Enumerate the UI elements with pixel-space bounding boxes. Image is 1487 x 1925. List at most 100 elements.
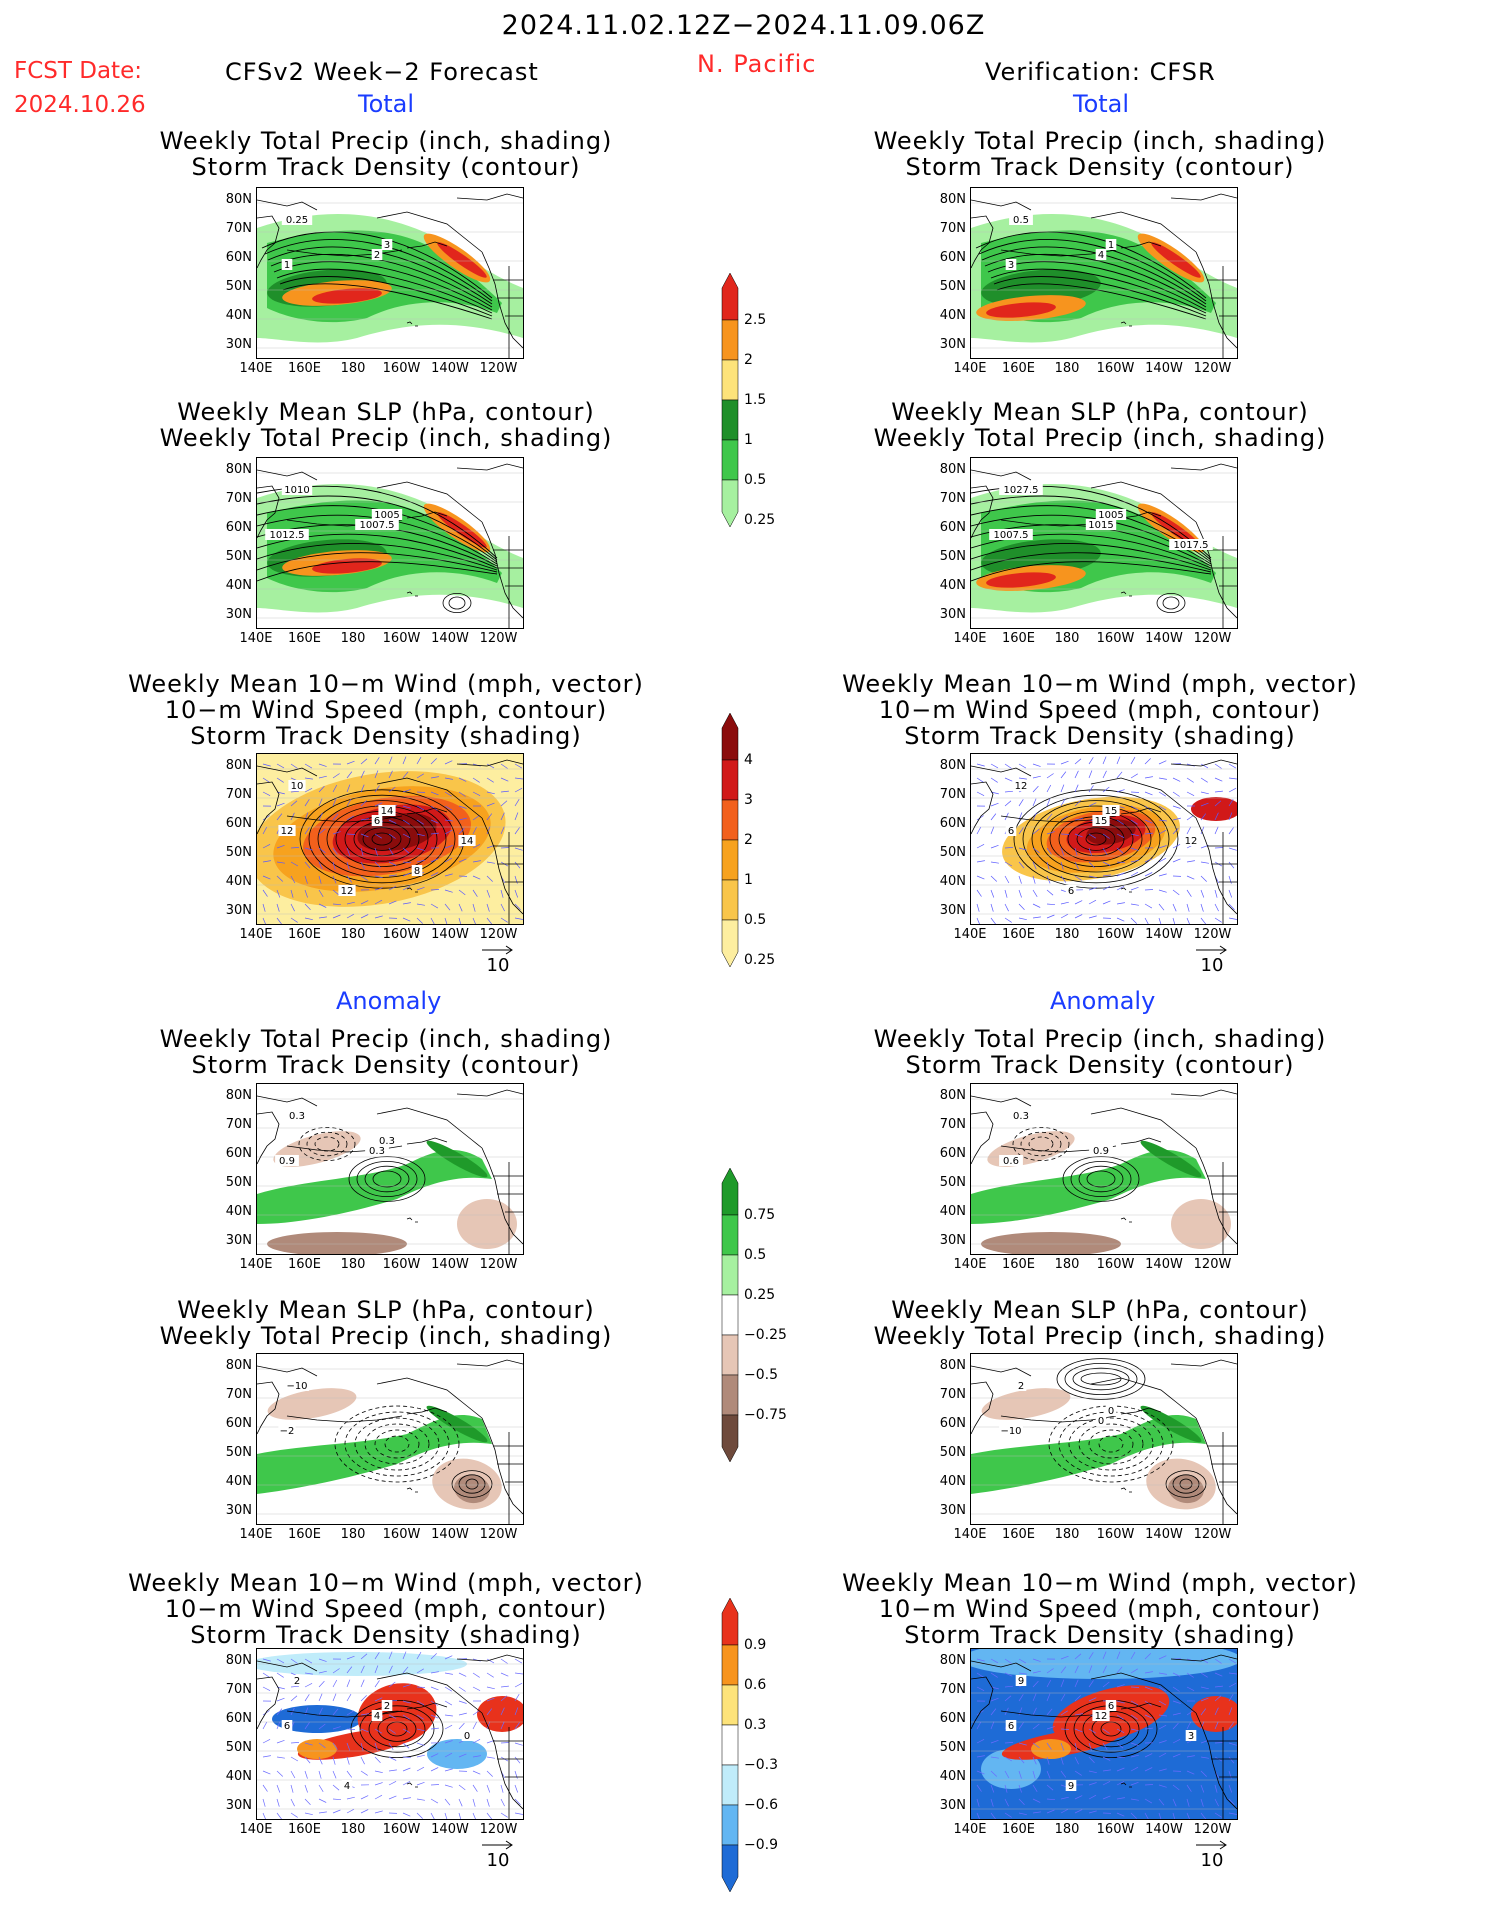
precip-anom-wet — [1140, 1405, 1202, 1443]
title-line: Storm Track Density (contour) — [191, 1051, 581, 1079]
contour-line — [362, 827, 402, 851]
colorbar-segment — [721, 799, 739, 841]
title-line: Weekly Total Precip (inch, shading) — [873, 1322, 1327, 1350]
map-panel-l5: −10 −2 — [256, 1353, 524, 1525]
lat-tick-label: 50N — [225, 845, 252, 860]
colorbar-segment — [721, 272, 739, 321]
lat-tick-label: 50N — [939, 1175, 966, 1190]
colorbar-precip-anomaly — [720, 1160, 740, 1470]
lat-tick-label: 70N — [225, 1682, 252, 1697]
lat-tick-label: 30N — [939, 337, 966, 352]
lat-tick-label: 30N — [939, 1233, 966, 1248]
reference-vector-label: 10 — [486, 955, 510, 976]
contour-label: 0.3 — [289, 1111, 305, 1122]
lat-tick-label: 60N — [225, 520, 252, 535]
contour-label-bg — [281, 214, 313, 225]
lat-tick-label: 30N — [939, 1503, 966, 1518]
contour-label: 10 — [291, 781, 304, 792]
contour-label: 0.3 — [379, 1136, 395, 1147]
title-line: Weekly Mean 10−m Wind (mph, vector) — [842, 670, 1358, 698]
colorbar-segment — [721, 1167, 739, 1216]
contour-label-bg — [458, 835, 476, 846]
contour-line — [1013, 789, 1179, 889]
title-line: Weekly Mean 10−m Wind (mph, vector) — [128, 1569, 644, 1597]
contour-line — [1040, 805, 1152, 873]
lat-tick-label: 60N — [225, 1711, 252, 1726]
lon-tick-label: 160W — [1096, 361, 1135, 376]
contour-line — [354, 1417, 440, 1471]
panel-title-r4: Weekly Total Precip (inch, shading) Stor… — [800, 1026, 1400, 1078]
lon-tick-label: 180 — [1054, 361, 1080, 376]
track-anom-positive — [1191, 1696, 1237, 1732]
precip-anom-wet — [426, 1140, 488, 1178]
contour-line — [984, 253, 1207, 308]
contour-line — [267, 246, 493, 305]
contour-label: 0.6 — [1003, 1156, 1019, 1167]
title-line: Weekly Total Precip (inch, shading) — [159, 127, 613, 155]
lon-tick-label: 120W — [1193, 631, 1232, 646]
contour-label-bg — [989, 529, 1033, 540]
precip-anom-dry — [457, 1199, 517, 1249]
lat-tick-label: 30N — [939, 607, 966, 622]
lat-tick-label: 80N — [225, 1653, 252, 1668]
grid — [257, 768, 523, 915]
map-panel-r4: 0.3 0.6 0.9 — [970, 1083, 1238, 1255]
lon-tick-label: 140W — [431, 1527, 469, 1542]
contour-label-bg — [999, 484, 1043, 495]
contour-label: 0 — [1108, 1406, 1114, 1417]
lat-tick-label: 60N — [939, 816, 966, 831]
precip-anom-dry — [981, 1232, 1121, 1254]
colorbar-precip-total — [720, 265, 740, 535]
title-line: Weekly Mean SLP (hPa, contour) — [891, 1296, 1309, 1324]
lon-tick-label: 160E — [1001, 361, 1036, 376]
contour-line — [276, 268, 493, 314]
track-anom-positive — [1052, 1685, 1170, 1743]
contour-label: 12 — [281, 826, 294, 837]
lon-tick-label: 140E — [239, 927, 273, 942]
lon-tick-label: 160E — [1001, 927, 1036, 942]
lat-tick-label: 50N — [225, 1445, 252, 1460]
contour-label-bg — [1085, 519, 1117, 530]
lon-tick-label: 120W — [1193, 1527, 1232, 1542]
precip-shading-red — [312, 288, 382, 304]
lon-tick-label: 140E — [239, 1257, 273, 1272]
lat-tick-label: 60N — [225, 1416, 252, 1431]
lon-tick-label: 160W — [1096, 631, 1135, 646]
grid — [257, 1663, 523, 1810]
lon-tick-label: 180 — [1054, 631, 1080, 646]
contour-line — [372, 1170, 402, 1188]
lat-tick-label: 30N — [939, 903, 966, 918]
lon-tick-label: 140W — [431, 1257, 469, 1272]
contour-line — [978, 239, 1207, 302]
contour-line — [364, 1165, 410, 1193]
lon-tick-label: 180 — [340, 631, 366, 646]
lat-tick-label: 30N — [225, 607, 252, 622]
contour-label: 0.25 — [286, 215, 308, 226]
title-line: 10−m Wind Speed (mph, contour) — [878, 1595, 1322, 1623]
section-anomaly-right: Anomaly — [1050, 987, 1156, 1015]
title-line: Storm Track Density (shading) — [904, 722, 1296, 750]
contour-label-bg — [281, 484, 313, 495]
region-title: N. Pacific — [697, 50, 817, 78]
lat-tick-label: 70N — [225, 491, 252, 506]
lon-tick-label: 160E — [287, 631, 322, 646]
lat-tick-label: 80N — [225, 758, 252, 773]
contour-line — [273, 261, 493, 311]
lon-tick-label: 180 — [1054, 927, 1080, 942]
contour-label-bg — [1095, 1415, 1107, 1426]
lon-tick-label: 140W — [1145, 1257, 1183, 1272]
lon-tick-label: 180 — [340, 1257, 366, 1272]
contour-line — [1070, 1161, 1132, 1198]
contour-line — [990, 268, 1207, 314]
contour-label: 12 — [1015, 781, 1028, 792]
lat-tick-label: 80N — [939, 1358, 966, 1373]
precip-anom-wet — [426, 1405, 488, 1443]
fcst-date-value: 2024.10.26 — [14, 92, 146, 118]
contour-line — [451, 1470, 493, 1498]
contour-label-bg — [1092, 1710, 1110, 1721]
contour-line — [1058, 1411, 1164, 1477]
contour-label: 1005 — [374, 510, 399, 521]
contour-label-bg — [378, 805, 396, 816]
title-line: Weekly Total Precip (inch, shading) — [873, 127, 1327, 155]
contour-label-bg — [375, 1135, 399, 1146]
